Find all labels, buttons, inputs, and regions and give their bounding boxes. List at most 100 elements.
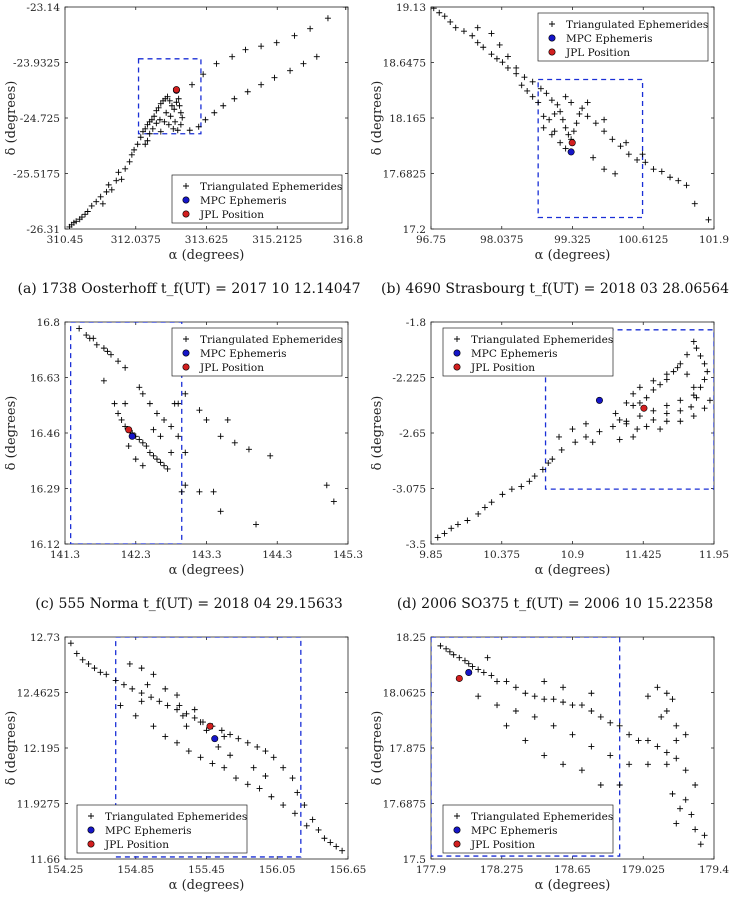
caption-c: (c) 555 Norma t_f(UT) = 2018 04 29.15633 xyxy=(35,596,342,612)
ephemeris-point xyxy=(164,702,171,709)
y-tick-label: 17.6875 xyxy=(383,799,426,811)
ephemeris-point xyxy=(171,400,178,407)
legend-mpc: MPC Ephemeris xyxy=(200,348,287,360)
ephemeris-point xyxy=(642,159,649,166)
caption-d: (d) 2006 SO375 t_f(UT) = 2006 10 15.2235… xyxy=(397,596,713,612)
y-tick-label: 12.4625 xyxy=(17,688,60,700)
ephemeris-point xyxy=(701,376,708,383)
legend-dot-marker xyxy=(453,826,461,834)
ephemeris-point xyxy=(526,478,533,485)
ephemeris-point xyxy=(630,433,637,440)
ephemeris-point xyxy=(203,727,210,734)
ephemeris-point xyxy=(658,713,665,720)
ephemeris-point xyxy=(107,351,114,358)
x-tick-label: 155.45 xyxy=(188,864,225,876)
ephemeris-point xyxy=(663,690,670,697)
x-tick-label: 312.0375 xyxy=(111,234,161,246)
ephemeris-point xyxy=(231,95,238,102)
x-tick-label: 142.3 xyxy=(121,549,151,561)
legend: Triangulated Ephemerides MPC Ephemeris JPL… xyxy=(442,327,614,377)
ephemeris-point xyxy=(111,400,118,407)
ephemeris-point xyxy=(103,188,110,195)
ephemeris-point xyxy=(217,433,224,440)
ephemeris-point xyxy=(122,400,129,407)
ephemeris-point xyxy=(242,46,249,53)
ephemeris-point xyxy=(540,113,547,120)
ephemeris-point xyxy=(697,841,704,848)
caption-a: (a) 1738 Oosterhoff t_f(UT) = 2017 10 12… xyxy=(18,281,361,297)
ephemeris-point xyxy=(232,775,239,782)
ephemeris-point xyxy=(129,685,136,692)
ephemeris-point xyxy=(157,128,164,135)
legend-dot-marker xyxy=(453,840,461,848)
legend-box xyxy=(171,174,343,224)
legend-box xyxy=(442,804,614,854)
ephemeris-point xyxy=(518,82,525,89)
ephemeris-point xyxy=(682,796,689,803)
x-axis-label: α (degrees) xyxy=(535,563,611,578)
x-tick-label: 101.9 xyxy=(699,234,729,246)
ephemeris-point xyxy=(273,39,280,46)
ephemeris-point xyxy=(150,426,157,433)
ephemeris-point xyxy=(103,671,110,678)
ephemeris-point xyxy=(195,123,202,130)
ephemeris-point xyxy=(691,200,698,207)
y-tick-label: 18.165 xyxy=(389,113,426,125)
y-tick-label: 17.2 xyxy=(403,224,426,236)
x-tick-label: 177.9 xyxy=(416,864,446,876)
ephemeris-point xyxy=(174,706,181,713)
ephemeris-point xyxy=(254,743,261,750)
y-tick-label: 18.0625 xyxy=(383,688,426,700)
ephemeris-point xyxy=(171,106,178,113)
ephemeris-point xyxy=(559,116,566,123)
ephemeris-point xyxy=(623,420,630,427)
ephemeris-point xyxy=(705,216,712,223)
ephemeris-point xyxy=(609,423,616,430)
ephemeris-point xyxy=(115,410,122,417)
legend-box xyxy=(171,327,343,377)
ephemeris-point xyxy=(88,202,95,209)
region-box xyxy=(537,78,644,219)
ephemeris-point xyxy=(474,39,481,46)
ephemeris-point xyxy=(213,60,220,67)
x-tick-label: 310.45 xyxy=(47,234,84,246)
ephemeris-point xyxy=(447,18,454,25)
ephemeris-point xyxy=(663,371,670,378)
ephemeris-point xyxy=(270,754,277,761)
ephemeris-point xyxy=(535,99,542,106)
y-axis-label: δ (degrees) xyxy=(4,396,19,471)
ephemeris-point xyxy=(327,839,334,846)
ephemeris-point xyxy=(434,534,441,541)
ephemeris-point xyxy=(597,713,604,720)
ephemeris-point xyxy=(215,743,222,750)
ephemeris-point xyxy=(151,113,158,120)
ephemeris-point xyxy=(529,78,536,85)
ephemeris-point xyxy=(677,360,684,367)
ephemeris-point xyxy=(690,338,697,345)
ephemeris-point xyxy=(76,325,83,332)
ephemeris-point xyxy=(503,678,510,685)
ephemeris-point xyxy=(137,134,144,141)
ephemeris-point xyxy=(211,109,218,116)
ephemeris-point xyxy=(78,214,85,221)
legend-dot-marker xyxy=(453,349,461,357)
ephemeris-point xyxy=(690,384,697,391)
ephemeris-point xyxy=(560,684,567,691)
legend-plus-marker xyxy=(549,21,555,27)
ephemeris-point xyxy=(636,413,643,420)
ephemeris-point xyxy=(673,737,680,744)
x-tick-label: 145.3 xyxy=(333,549,363,561)
ephemeris-point xyxy=(157,433,164,440)
ephemeris-point xyxy=(531,713,538,720)
ephemeris-point xyxy=(677,418,684,425)
ephemeris-point xyxy=(677,805,684,812)
legend-triangulated: Triangulated Ephemerides xyxy=(105,811,247,823)
ephemeris-point xyxy=(480,669,487,676)
ephemeris-point xyxy=(168,423,175,430)
ephemeris-point xyxy=(112,677,119,684)
mpc-ephemeris-marker xyxy=(211,735,219,743)
ephemeris-point xyxy=(634,156,641,163)
ephemeris-point xyxy=(673,755,680,762)
ephemeris-point xyxy=(480,44,487,51)
ephemeris-point xyxy=(557,139,564,146)
